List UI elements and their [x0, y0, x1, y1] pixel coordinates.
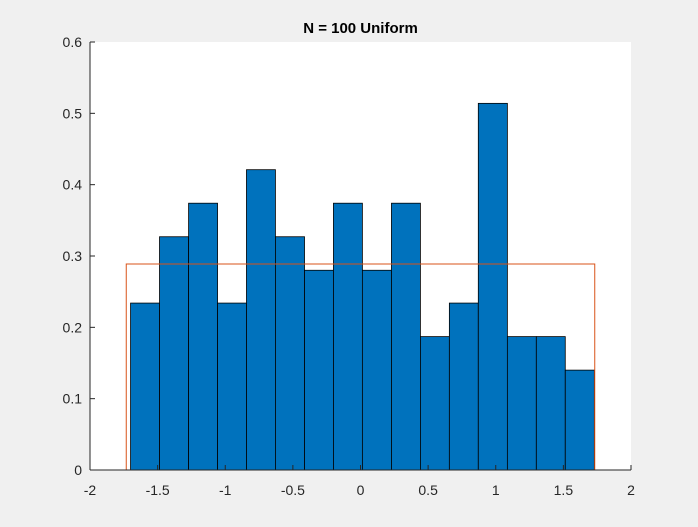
histogram-bar — [420, 336, 450, 471]
histogram-bar — [188, 202, 218, 471]
histogram-bar — [477, 102, 508, 471]
x-tick-label: -2 — [84, 482, 97, 498]
histogram-bar — [535, 336, 566, 471]
histogram-bar — [506, 336, 537, 471]
x-tick-label: 1.5 — [554, 482, 574, 498]
x-tick-label: 0.5 — [418, 482, 438, 498]
histogram-bar — [333, 202, 363, 471]
histogram-bar — [304, 269, 334, 471]
histogram-bars — [130, 102, 595, 471]
histogram-bar — [130, 302, 160, 471]
histogram-bar — [564, 369, 595, 471]
x-tick-label: 1 — [492, 482, 500, 498]
histogram-bar — [246, 169, 276, 471]
x-tick-label: 0 — [357, 482, 365, 498]
y-tick-label: 0.5 — [63, 105, 83, 121]
y-tick-label: 0.6 — [63, 34, 83, 50]
x-tick-label: 2 — [627, 482, 635, 498]
x-tick-label: -0.5 — [281, 482, 305, 498]
histogram-bar — [275, 236, 305, 471]
x-tick-label: -1 — [219, 482, 232, 498]
y-tick-label: 0.1 — [63, 391, 83, 407]
y-tick-label: 0.2 — [63, 319, 83, 335]
x-axis-ticks: -2 -1.5 -1 -0.5 0 0.5 1 1.5 2 — [84, 465, 635, 498]
y-axis-ticks: 0 0.1 0.2 0.3 0.4 0.5 0.6 — [63, 34, 95, 478]
y-tick-label: 0.3 — [63, 248, 83, 264]
histogram-bar — [391, 202, 421, 471]
histogram-bar — [159, 236, 190, 471]
y-tick-label: 0.4 — [63, 177, 83, 193]
x-tick-label: -1.5 — [146, 482, 170, 498]
histogram-bar — [217, 302, 247, 471]
y-tick-label: 0 — [74, 462, 82, 478]
histogram-bar — [361, 269, 392, 471]
histogram-bar — [448, 302, 479, 471]
chart-title: N = 100 Uniform — [303, 20, 418, 37]
